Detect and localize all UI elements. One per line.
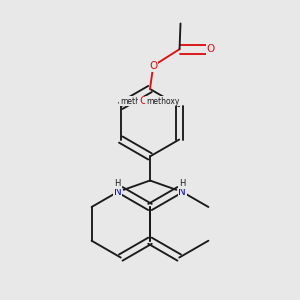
Text: methoxy: methoxy [120,97,153,106]
Text: H: H [180,179,186,188]
Text: methoxy: methoxy [146,97,179,106]
Text: N: N [114,187,122,197]
Text: methoxy: methoxy [0,299,1,300]
Text: O: O [149,61,157,71]
Text: N: N [178,187,186,197]
Text: O: O [139,96,147,106]
Text: O: O [152,96,160,106]
Text: H: H [114,179,120,188]
Text: O: O [207,44,215,54]
